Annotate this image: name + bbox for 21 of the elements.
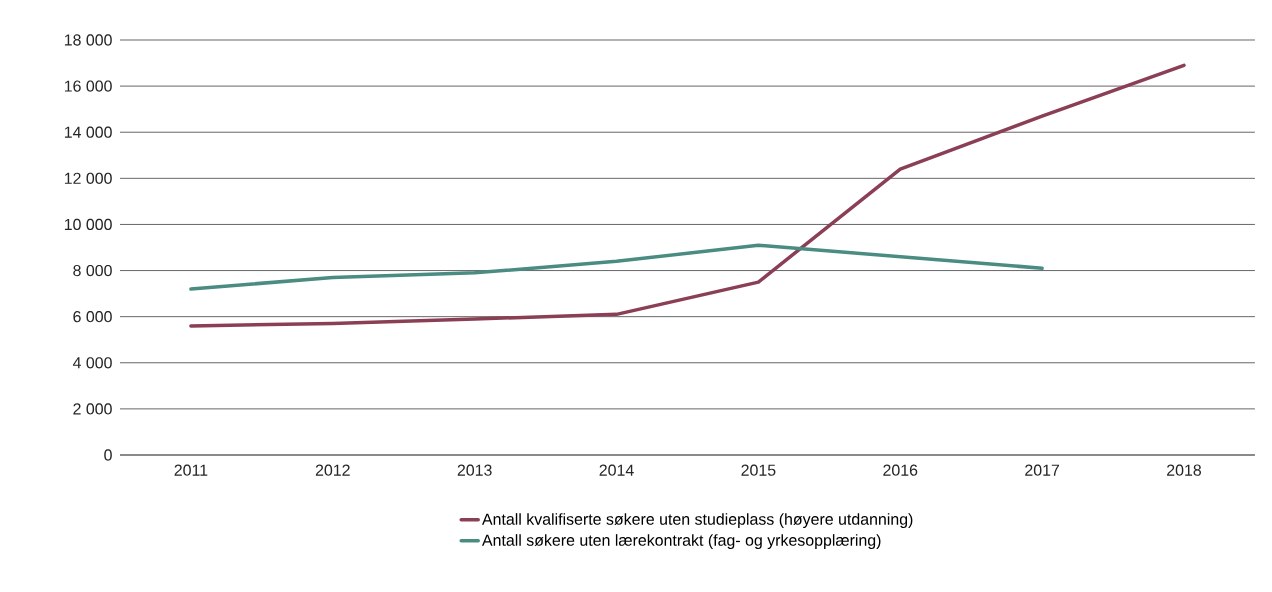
x-tick-label: 2014 bbox=[599, 464, 634, 476]
x-tick-label: 2016 bbox=[883, 464, 918, 476]
x-tick-label: 2015 bbox=[741, 464, 776, 476]
y-tick-label: 6 000 bbox=[73, 311, 112, 323]
x-tick-label: 2011 bbox=[174, 464, 208, 476]
y-tick-label: 0 bbox=[104, 449, 112, 461]
x-tick-label: 2017 bbox=[1025, 464, 1060, 476]
x-tick-label: 2018 bbox=[1167, 464, 1202, 476]
legend-label: Antall søkere uten lærekontrakt (fag- og yrkesopplæring) bbox=[482, 534, 881, 550]
y-tick-label: 4 000 bbox=[72, 357, 112, 369]
line-series bbox=[189, 63, 1186, 328]
y-tick-label: 14 000 bbox=[64, 126, 112, 138]
y-tick-label: 18 000 bbox=[64, 34, 112, 46]
legend-label: Antall kvalifiserte søkere uten studieplass (høyere utdanning) bbox=[482, 513, 913, 528]
x-tick-label: 2013 bbox=[457, 464, 492, 476]
y-tick-label: 16 000 bbox=[64, 80, 112, 92]
y-tick-label: 8 000 bbox=[73, 264, 112, 277]
x-tick-label: 2012 bbox=[315, 464, 350, 476]
y-tick-label: 10 000 bbox=[64, 218, 112, 231]
y-tick-label: 12 000 bbox=[64, 172, 112, 184]
y-tick-label: 2 000 bbox=[73, 403, 112, 415]
